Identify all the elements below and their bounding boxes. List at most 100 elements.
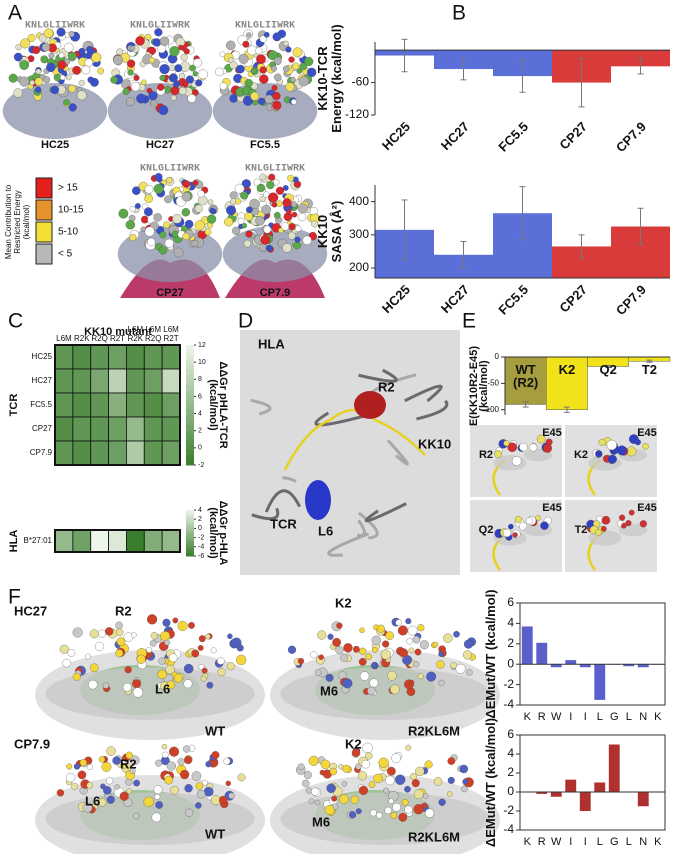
atom bbox=[241, 223, 247, 229]
molecule-image bbox=[107, 28, 213, 139]
atom bbox=[136, 93, 146, 104]
atom bbox=[144, 185, 154, 194]
legend-title-line: (kcal/mol) bbox=[22, 204, 31, 239]
atom bbox=[385, 631, 394, 640]
atom bbox=[273, 179, 280, 186]
heatmap-cell bbox=[54, 344, 74, 370]
x-tick-label: L6M R2Q bbox=[145, 325, 161, 343]
atom bbox=[404, 785, 411, 793]
atom bbox=[194, 204, 203, 213]
atom bbox=[352, 645, 360, 653]
x-tick-label: N bbox=[639, 836, 647, 848]
y-axis-label-line: SASA (Å²) bbox=[329, 201, 344, 263]
residue-label: E45 bbox=[542, 502, 562, 514]
colorbar-segment bbox=[186, 445, 194, 451]
atom bbox=[370, 809, 377, 817]
atom bbox=[144, 194, 153, 203]
x-tick-label-line: (R2) bbox=[513, 375, 538, 390]
x-tick-label: R bbox=[538, 711, 546, 723]
atom bbox=[169, 746, 180, 757]
legend-title-line: Restricted Energy bbox=[13, 190, 22, 254]
colorbar-segment bbox=[186, 455, 194, 461]
bar bbox=[637, 664, 649, 668]
atom bbox=[387, 670, 397, 681]
atom bbox=[424, 760, 433, 769]
atom bbox=[166, 761, 176, 771]
atom bbox=[359, 627, 365, 633]
atom bbox=[270, 65, 277, 72]
atom bbox=[81, 65, 91, 75]
atom bbox=[376, 624, 385, 633]
atom bbox=[268, 192, 279, 203]
atom bbox=[106, 777, 114, 785]
atom bbox=[170, 74, 176, 80]
structure-label: FC5.5 bbox=[250, 139, 280, 151]
atom bbox=[327, 633, 334, 640]
y-tick-label: -4 bbox=[503, 697, 514, 711]
atom bbox=[177, 758, 185, 766]
atom bbox=[385, 775, 395, 786]
atom bbox=[63, 99, 70, 106]
molecule-image bbox=[493, 516, 528, 546]
x-tick-label: I bbox=[584, 711, 587, 723]
residue-label: E45 bbox=[542, 427, 562, 439]
colorbar-label: ΔΔGr pHLA-TCR(kcal/mol) bbox=[207, 361, 229, 448]
atom bbox=[72, 65, 81, 75]
x-tick-label: WT (R2) bbox=[513, 362, 538, 390]
y-axis-label: ΔEMut/WT (kcal/mol) bbox=[483, 718, 498, 847]
structure-label: M6 bbox=[320, 683, 338, 698]
atom bbox=[261, 204, 271, 215]
x-tick-label: L bbox=[597, 711, 603, 723]
y-tick-label: 0 bbox=[507, 784, 514, 798]
atom bbox=[282, 198, 292, 208]
y-axis-label-line: KK10-TCR bbox=[315, 46, 330, 111]
atom bbox=[383, 787, 389, 794]
atom bbox=[132, 687, 143, 698]
atom bbox=[129, 767, 136, 774]
atom bbox=[151, 812, 162, 823]
atom bbox=[371, 662, 378, 669]
atom bbox=[417, 673, 424, 680]
x-tick-label: R2T bbox=[110, 334, 125, 343]
molecule-image bbox=[117, 173, 223, 282]
atom bbox=[56, 27, 66, 37]
colorbar-tick-label: 2 bbox=[198, 516, 202, 523]
heatmap-cell bbox=[54, 416, 74, 442]
atom bbox=[529, 443, 538, 452]
atom bbox=[122, 87, 130, 95]
atom bbox=[178, 44, 184, 51]
heatmap-cell bbox=[54, 440, 74, 466]
colorbar-segment bbox=[186, 400, 194, 406]
heatmap-title: KK10 mutant bbox=[84, 326, 152, 338]
atom bbox=[373, 773, 383, 784]
atom bbox=[466, 669, 473, 676]
x-tick-label: G bbox=[610, 711, 619, 723]
atom bbox=[311, 220, 318, 228]
colorbar-tick-label: -6 bbox=[198, 553, 204, 560]
atom bbox=[205, 761, 212, 768]
atom bbox=[257, 97, 266, 106]
atom bbox=[187, 94, 197, 103]
atom bbox=[195, 782, 204, 790]
atom bbox=[331, 795, 338, 802]
residue-label: K2 bbox=[574, 449, 588, 461]
atom bbox=[178, 87, 187, 95]
atom bbox=[314, 669, 322, 676]
heatmap-cell bbox=[72, 529, 92, 553]
y-tick-label: -120 bbox=[345, 107, 369, 121]
colorbar-segment bbox=[186, 370, 194, 376]
atom bbox=[183, 679, 193, 689]
atom bbox=[129, 233, 137, 242]
atom bbox=[236, 644, 244, 652]
structure-label: R2KL6M bbox=[408, 829, 460, 844]
colorbar-segment bbox=[186, 425, 194, 431]
atom bbox=[628, 509, 635, 516]
atom bbox=[162, 751, 169, 759]
atom bbox=[153, 183, 164, 194]
atom bbox=[164, 195, 172, 204]
x-tick-label: N bbox=[639, 711, 647, 723]
residue-label: T2 bbox=[575, 524, 588, 536]
atom bbox=[180, 769, 190, 780]
heatmap-cell bbox=[161, 392, 181, 418]
atom bbox=[82, 802, 93, 813]
